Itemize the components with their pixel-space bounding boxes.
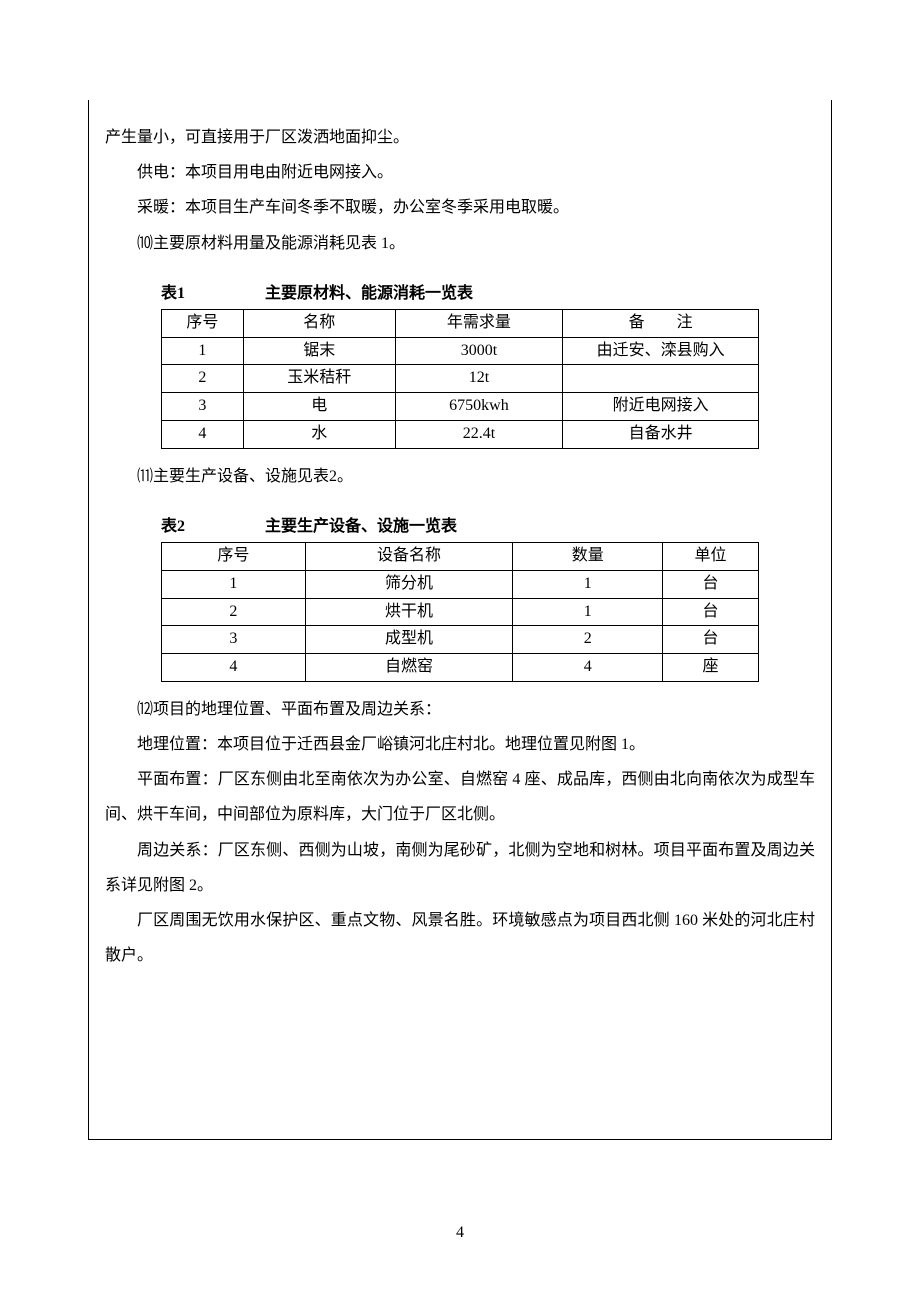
table1-cell: 水: [243, 420, 395, 448]
table1-cell: 3: [162, 393, 244, 421]
table2-header-1: 设备名称: [305, 542, 513, 570]
table2-cell: 成型机: [305, 626, 513, 654]
table-row: 3 电 6750kwh 附近电网接入: [162, 393, 759, 421]
table2-header-3: 单位: [663, 542, 759, 570]
table2-cell: 2: [513, 626, 663, 654]
table2: 序号 设备名称 数量 单位 1 筛分机 1 台 2 烘干机 1 台 3 成型机 …: [161, 542, 759, 682]
paragraph-power: 供电：本项目用电由附近电网接入。: [99, 155, 821, 190]
paragraph-heating: 采暖：本项目生产车间冬季不取暖，办公室冬季采用电取暖。: [99, 190, 821, 225]
table2-caption: 表2 主要生产设备、设施一览表: [99, 512, 821, 536]
table-row: 4 自燃窑 4 座: [162, 654, 759, 682]
table2-cell: 台: [663, 598, 759, 626]
paragraph-location: 地理位置：本项目位于迁西县金厂峪镇河北庄村北。地理位置见附图 1。: [99, 727, 821, 762]
content-border: 产生量小，可直接用于厂区泼洒地面抑尘。 供电：本项目用电由附近电网接入。 采暖：…: [88, 100, 832, 1140]
table2-cell: 3: [162, 626, 306, 654]
table2-cell: 4: [162, 654, 306, 682]
table1-caption-title: 主要原材料、能源消耗一览表: [265, 279, 473, 303]
table2-header-2: 数量: [513, 542, 663, 570]
table-row: 2 烘干机 1 台: [162, 598, 759, 626]
table2-cell: 4: [513, 654, 663, 682]
table2-header-0: 序号: [162, 542, 306, 570]
paragraph-surroundings: 周边关系：厂区东侧、西侧为山坡，南侧为尾砂矿，北侧为空地和树林。项目平面布置及周…: [99, 833, 821, 903]
table1-cell: 4: [162, 420, 244, 448]
table2-cell: 台: [663, 626, 759, 654]
table2-cell: 自燃窑: [305, 654, 513, 682]
table1-cell: 1: [162, 337, 244, 365]
paragraph-layout: 平面布置：厂区东侧由北至南依次为办公室、自燃窑 4 座、成品库，西侧由北向南依次…: [99, 762, 821, 832]
table1-header-0: 序号: [162, 309, 244, 337]
paragraph-item12-header: ⑿项目的地理位置、平面布置及周边关系：: [99, 692, 821, 727]
table1-cell: 2: [162, 365, 244, 393]
table1-cell: 22.4t: [395, 420, 563, 448]
table2-caption-title: 主要生产设备、设施一览表: [265, 512, 457, 536]
table1-header-3: 备 注: [563, 309, 759, 337]
table1-cell: 6750kwh: [395, 393, 563, 421]
table2-cell: 座: [663, 654, 759, 682]
table1-header-2: 年需求量: [395, 309, 563, 337]
page-number: 4: [0, 1224, 920, 1242]
table2-cell: 筛分机: [305, 570, 513, 598]
paragraph-item11: ⑾主要生产设备、设施见表2。: [99, 459, 821, 494]
table1-header-1: 名称: [243, 309, 395, 337]
table1-cell: 12t: [395, 365, 563, 393]
table2-cell: 烘干机: [305, 598, 513, 626]
table2-cell: 台: [663, 570, 759, 598]
table1: 序号 名称 年需求量 备 注 1 锯末 3000t 由迁安、滦县购入 2 玉米秸…: [161, 309, 759, 449]
table-row: 1 筛分机 1 台: [162, 570, 759, 598]
table-row: 1 锯末 3000t 由迁安、滦县购入: [162, 337, 759, 365]
table1-caption-label: 表1: [161, 279, 185, 303]
table1-cell: 附近电网接入: [563, 393, 759, 421]
table1-cell: 由迁安、滦县购入: [563, 337, 759, 365]
table-row: 4 水 22.4t 自备水井: [162, 420, 759, 448]
table1-cell: 玉米秸秆: [243, 365, 395, 393]
table-row: 序号 设备名称 数量 单位: [162, 542, 759, 570]
paragraph-sensitive: 厂区周围无饮用水保护区、重点文物、风景名胜。环境敏感点为项目西北侧 160 米处…: [99, 903, 821, 973]
table2-caption-label: 表2: [161, 512, 185, 536]
table1-cell: 自备水井: [563, 420, 759, 448]
intro-paragraph: 产生量小，可直接用于厂区泼洒地面抑尘。: [99, 120, 821, 155]
table2-cell: 2: [162, 598, 306, 626]
paragraph-item10: ⑽主要原材料用量及能源消耗见表 1。: [99, 226, 821, 261]
table2-cell: 1: [162, 570, 306, 598]
table-row: 3 成型机 2 台: [162, 626, 759, 654]
table-row: 2 玉米秸秆 12t: [162, 365, 759, 393]
table2-cell: 1: [513, 598, 663, 626]
table1-caption: 表1 主要原材料、能源消耗一览表: [99, 279, 821, 303]
page-container: 产生量小，可直接用于厂区泼洒地面抑尘。 供电：本项目用电由附近电网接入。 采暖：…: [0, 0, 920, 1302]
table1-cell: 电: [243, 393, 395, 421]
table1-cell: [563, 365, 759, 393]
table1-cell: 锯末: [243, 337, 395, 365]
table2-cell: 1: [513, 570, 663, 598]
table1-cell: 3000t: [395, 337, 563, 365]
table-row: 序号 名称 年需求量 备 注: [162, 309, 759, 337]
